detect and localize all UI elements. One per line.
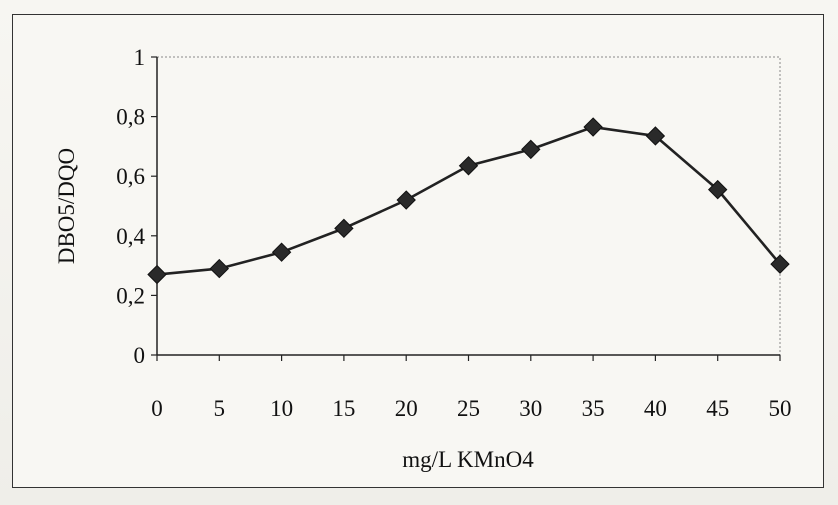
data-point	[770, 254, 790, 274]
y-tick-label: 0,8	[116, 105, 145, 130]
y-tick-label: 0	[134, 343, 146, 368]
x-tick-label: 10	[270, 396, 293, 421]
data-point	[396, 190, 416, 210]
data-point	[458, 156, 479, 176]
axes	[156, 56, 781, 356]
x-tick-label: 30	[519, 396, 542, 421]
y-ticks: 0 0,2 0,4 0,6 0,8 1	[116, 45, 157, 368]
data-point	[707, 179, 728, 200]
data-point	[209, 258, 230, 279]
x-tick-label: 50	[769, 396, 792, 421]
series-line	[156, 125, 781, 276]
y-tick-label: 0,2	[116, 283, 145, 308]
x-axis-title: mg/L KMnO4	[402, 447, 534, 472]
x-tick-label: 45	[706, 396, 729, 421]
y-tick-label: 1	[134, 45, 146, 70]
data-point	[334, 218, 354, 239]
x-tick-label: 25	[457, 396, 480, 421]
data-point	[583, 117, 603, 137]
x-tick-label: 0	[151, 396, 163, 421]
y-axis-title: DBO5/DQO	[54, 148, 79, 264]
series-group	[147, 117, 790, 285]
x-tick-label: 40	[644, 396, 667, 421]
x-tick-label: 20	[395, 396, 418, 421]
data-point	[271, 242, 292, 262]
data-point	[147, 264, 167, 285]
plot-area-border	[156, 56, 781, 356]
x-ticks: 0 5 10 15 20 25 30 35 40 45 50	[151, 355, 792, 421]
x-tick-label: 15	[332, 396, 355, 421]
x-tick-label: 35	[582, 396, 605, 421]
y-tick-label: 0,6	[116, 164, 145, 189]
chart-frame	[12, 14, 824, 488]
y-tick-label: 0,4	[116, 224, 145, 249]
data-point	[521, 139, 541, 160]
data-point	[645, 126, 666, 146]
x-tick-label: 5	[214, 396, 226, 421]
